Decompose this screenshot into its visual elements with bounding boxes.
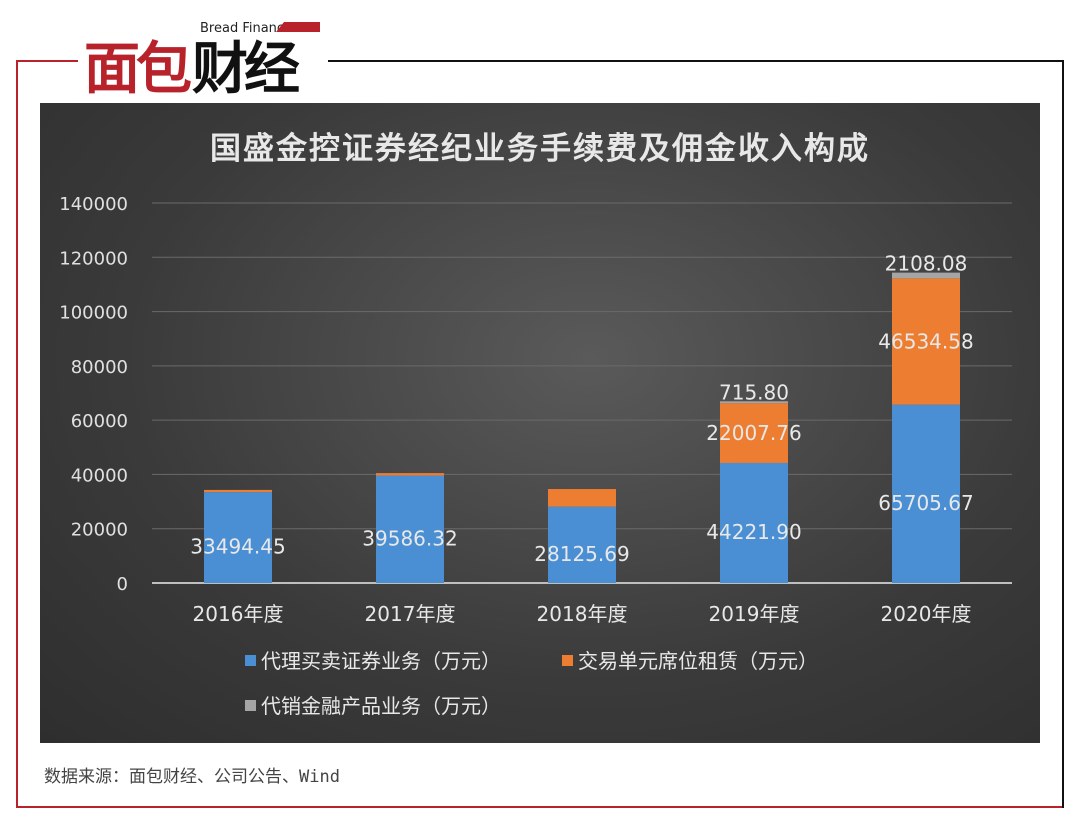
y-tick-label: 40000 — [71, 465, 128, 486]
x-tick-label: 2017年度 — [365, 602, 456, 626]
frame-top-left-line — [16, 60, 78, 62]
data-label: 39586.32 — [362, 526, 457, 550]
legend-swatch — [562, 655, 573, 666]
data-label: 28125.69 — [534, 542, 629, 566]
legend-label: 代理买卖证券业务（万元） — [261, 649, 501, 673]
x-tick-label: 2016年度 — [193, 602, 284, 626]
logo-cn-text: 面包 — [84, 37, 191, 96]
x-tick-label: 2019年度 — [709, 602, 800, 626]
logo-en-text: Bread Finance — [200, 21, 292, 36]
stacked-bar-chart: 国盛金控证券经纪业务手续费及佣金收入构成 0 20000 40000 60000 800… — [59, 131, 1012, 718]
legend-label: 代销金融产品业务（万元） — [261, 694, 501, 718]
y-tick-label: 100000 — [59, 303, 128, 324]
bar-segment — [376, 473, 444, 476]
bar-segment — [548, 489, 616, 507]
bread-finance-logo: Bread Finance 面包 财经 — [84, 21, 320, 96]
data-label: 44221.90 — [706, 520, 801, 544]
frame-bottom-line — [16, 806, 1064, 808]
bar-segment — [720, 401, 788, 404]
x-tick-label: 2020年度 — [881, 602, 972, 626]
data-label: 65705.67 — [878, 491, 973, 515]
bar-segment — [892, 278, 960, 405]
y-tick-label: 60000 — [71, 411, 128, 432]
bar-segment — [204, 492, 272, 583]
data-label: 46534.58 — [878, 330, 973, 354]
data-label: 22007.76 — [706, 421, 801, 445]
chart-title: 国盛金控证券经纪业务手续费及佣金收入构成 — [210, 131, 870, 167]
x-tick-label: 2018年度 — [537, 602, 628, 626]
y-tick-label: 140000 — [59, 194, 128, 215]
legend-swatch — [245, 700, 256, 711]
bar-segment — [548, 506, 616, 583]
y-tick-label: 120000 — [59, 248, 128, 269]
data-label: 33494.45 — [190, 535, 285, 559]
source-note: 数据来源：面包财经、公司公告、Wind — [44, 767, 340, 787]
legend-label: 交易单元席位租赁（万元） — [578, 649, 818, 673]
bar-segment — [892, 404, 960, 583]
chart-panel: 国盛金控证券经纪业务手续费及佣金收入构成 0 20000 40000 60000 800… — [40, 103, 1040, 743]
bar-segment — [892, 272, 960, 279]
svg-text:财经: 财经 — [192, 37, 300, 96]
bar-segment — [376, 475, 444, 583]
y-tick-label: 0 — [117, 574, 128, 595]
data-label: 2108.08 — [885, 252, 968, 276]
bar-segment — [720, 403, 788, 463]
y-tick-label: 80000 — [71, 357, 128, 378]
legend-swatch — [245, 655, 256, 666]
y-tick-label: 20000 — [71, 520, 128, 541]
frame-right-line — [1062, 60, 1064, 808]
bar-segment — [204, 489, 272, 493]
frame-left-line — [16, 60, 18, 808]
frame-top-line — [328, 60, 1064, 62]
bar-segment — [720, 462, 788, 583]
data-label: 715.80 — [719, 380, 789, 404]
